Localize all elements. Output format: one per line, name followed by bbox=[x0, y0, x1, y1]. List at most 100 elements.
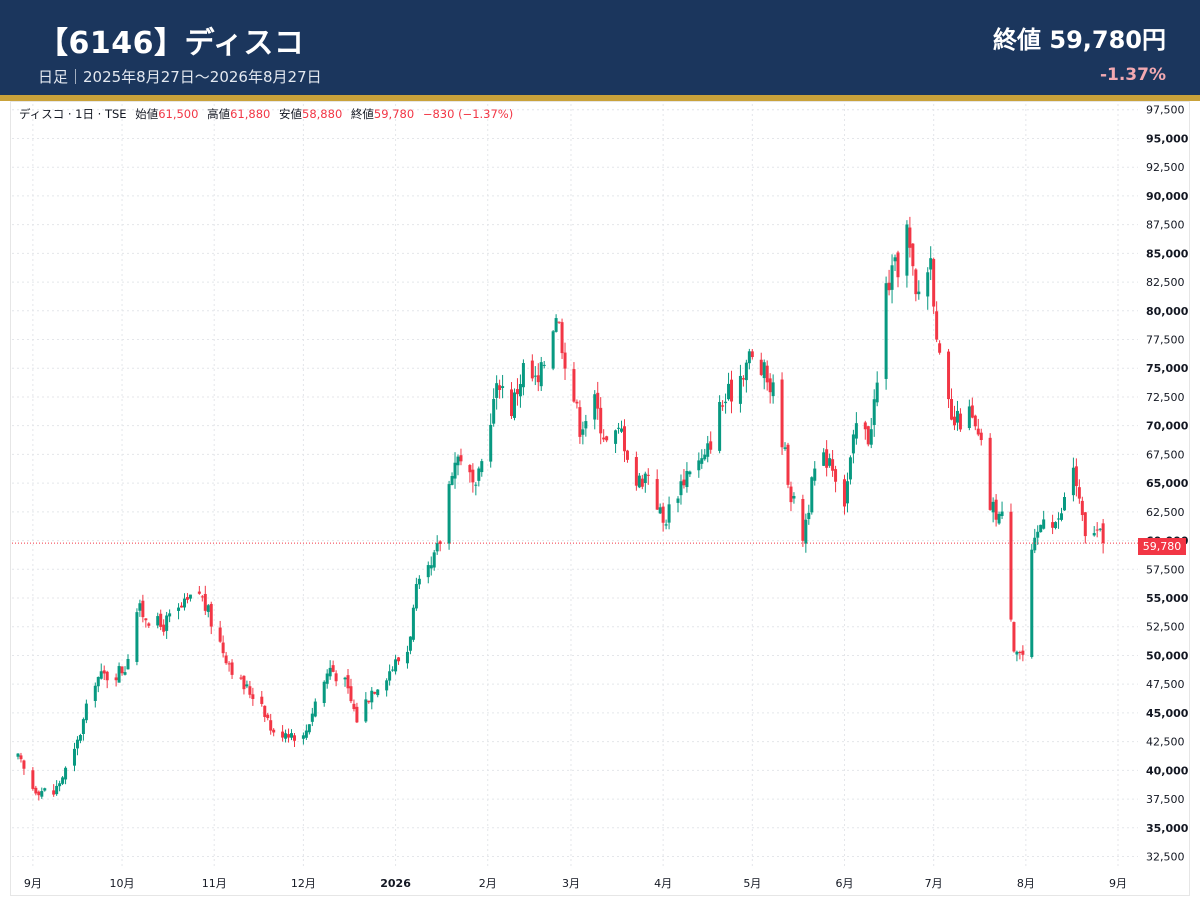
candle-body bbox=[750, 351, 754, 358]
candle-body bbox=[854, 423, 858, 439]
candle-body bbox=[929, 258, 933, 270]
candle-body bbox=[664, 524, 668, 526]
candle-body bbox=[1036, 531, 1040, 538]
candle-body bbox=[554, 318, 558, 332]
candle-body bbox=[498, 385, 502, 391]
candle-body bbox=[620, 428, 624, 432]
candle-body bbox=[117, 666, 121, 683]
candle-body bbox=[159, 613, 163, 627]
candle-body bbox=[429, 565, 433, 569]
candle-body bbox=[135, 612, 139, 662]
candle-body bbox=[492, 398, 496, 424]
candle-body bbox=[61, 777, 65, 784]
x-tick-label: 10月 bbox=[110, 877, 135, 890]
legend-close-label: 終値 bbox=[350, 107, 374, 121]
candle-body bbox=[165, 615, 169, 631]
y-tick-label: 95,000 bbox=[1146, 132, 1189, 145]
candle-body bbox=[1030, 549, 1034, 657]
candle-body bbox=[435, 543, 439, 552]
candle-body bbox=[310, 713, 314, 722]
candle-body bbox=[581, 429, 585, 435]
candle-body bbox=[706, 443, 710, 457]
candle-body bbox=[605, 436, 609, 441]
candle-body bbox=[542, 364, 546, 366]
candle-body bbox=[950, 399, 954, 420]
candle-body bbox=[831, 459, 835, 471]
candle-body bbox=[575, 401, 579, 404]
x-tick-label: 12月 bbox=[291, 877, 316, 890]
candle-body bbox=[260, 696, 264, 704]
candle-body bbox=[1012, 622, 1016, 652]
candle-body bbox=[625, 450, 629, 460]
candle-body bbox=[84, 703, 88, 721]
candle-body bbox=[539, 362, 543, 387]
y-tick-label: 87,500 bbox=[1146, 219, 1185, 232]
candle-body bbox=[875, 382, 879, 403]
candle-body bbox=[661, 506, 665, 523]
candle-body bbox=[804, 519, 808, 544]
candle-body bbox=[417, 578, 421, 585]
x-tick-label: 5月 bbox=[743, 877, 761, 890]
candle-body bbox=[227, 663, 231, 665]
candle-body bbox=[43, 788, 47, 791]
candle-body bbox=[292, 735, 296, 741]
candle-body bbox=[932, 259, 936, 307]
candle-body bbox=[328, 667, 332, 677]
candle-body bbox=[1062, 496, 1066, 511]
candle-body bbox=[905, 224, 909, 276]
candle-body bbox=[203, 593, 207, 611]
candle-body bbox=[801, 498, 805, 541]
candle-body bbox=[495, 383, 499, 398]
candle-body bbox=[93, 685, 97, 701]
candle-body bbox=[602, 437, 606, 440]
candle-body bbox=[510, 389, 514, 417]
candle-body bbox=[914, 269, 918, 295]
candle-body bbox=[730, 379, 734, 402]
candle-body bbox=[700, 458, 704, 464]
x-tick-label: 6月 bbox=[835, 877, 853, 890]
candle-body bbox=[866, 426, 870, 445]
candle-body bbox=[703, 454, 707, 460]
chart-frame bbox=[10, 101, 1190, 896]
candle-body bbox=[533, 375, 537, 377]
header-divider bbox=[0, 95, 1200, 101]
y-tick-label: 40,000 bbox=[1146, 764, 1189, 777]
y-tick-label: 32,500 bbox=[1146, 851, 1185, 864]
candle-body bbox=[1101, 523, 1105, 544]
candle-body bbox=[156, 616, 160, 626]
candle-body bbox=[572, 369, 576, 402]
candle-body bbox=[792, 495, 796, 499]
candle-body bbox=[617, 427, 621, 429]
candle-body bbox=[168, 613, 172, 617]
candle-body bbox=[1095, 529, 1099, 531]
candle-body bbox=[1083, 512, 1087, 537]
candle-body bbox=[162, 624, 166, 632]
chart-period: 日足｜2025年8月27日〜2026年8月27日 bbox=[38, 68, 322, 86]
candle-body bbox=[634, 457, 638, 486]
candle-body bbox=[851, 434, 855, 454]
x-tick-label: 4月 bbox=[654, 877, 672, 890]
y-tick-label: 47,500 bbox=[1146, 678, 1185, 691]
candle-body bbox=[126, 658, 130, 670]
candle-body bbox=[938, 343, 942, 353]
candle-body bbox=[970, 405, 974, 418]
candle-body bbox=[447, 484, 451, 544]
candle-body bbox=[1039, 524, 1043, 533]
candle-body bbox=[786, 444, 790, 485]
candle-body bbox=[807, 512, 811, 520]
candle-body bbox=[206, 605, 210, 612]
candle-body bbox=[218, 627, 222, 642]
candle-body bbox=[426, 565, 430, 578]
candle-body bbox=[334, 673, 338, 682]
x-tick-label: 2月 bbox=[479, 877, 497, 890]
x-tick-label: 8月 bbox=[1017, 877, 1035, 890]
candle-body bbox=[144, 618, 148, 621]
candle-body bbox=[512, 392, 516, 418]
y-tick-label: 67,500 bbox=[1146, 448, 1185, 461]
candle-body bbox=[771, 382, 775, 397]
legend-close-value: 59,780 bbox=[373, 107, 415, 121]
y-tick-label: 62,500 bbox=[1146, 506, 1185, 519]
candle-body bbox=[96, 677, 100, 687]
candle-body bbox=[1033, 537, 1037, 551]
